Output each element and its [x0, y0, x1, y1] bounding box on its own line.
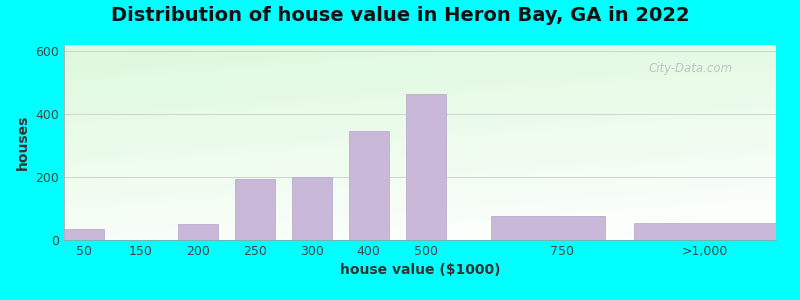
Bar — [491, 216, 605, 240]
Bar — [634, 223, 776, 240]
Bar — [178, 224, 218, 240]
Y-axis label: houses: houses — [16, 115, 30, 170]
Bar — [349, 131, 389, 240]
Text: Distribution of house value in Heron Bay, GA in 2022: Distribution of house value in Heron Bay… — [110, 6, 690, 25]
Text: City-Data.com: City-Data.com — [649, 62, 733, 75]
Bar — [292, 177, 332, 240]
Bar — [235, 179, 274, 240]
X-axis label: house value ($1000): house value ($1000) — [340, 263, 500, 278]
Bar — [406, 94, 446, 240]
Bar — [64, 229, 104, 240]
